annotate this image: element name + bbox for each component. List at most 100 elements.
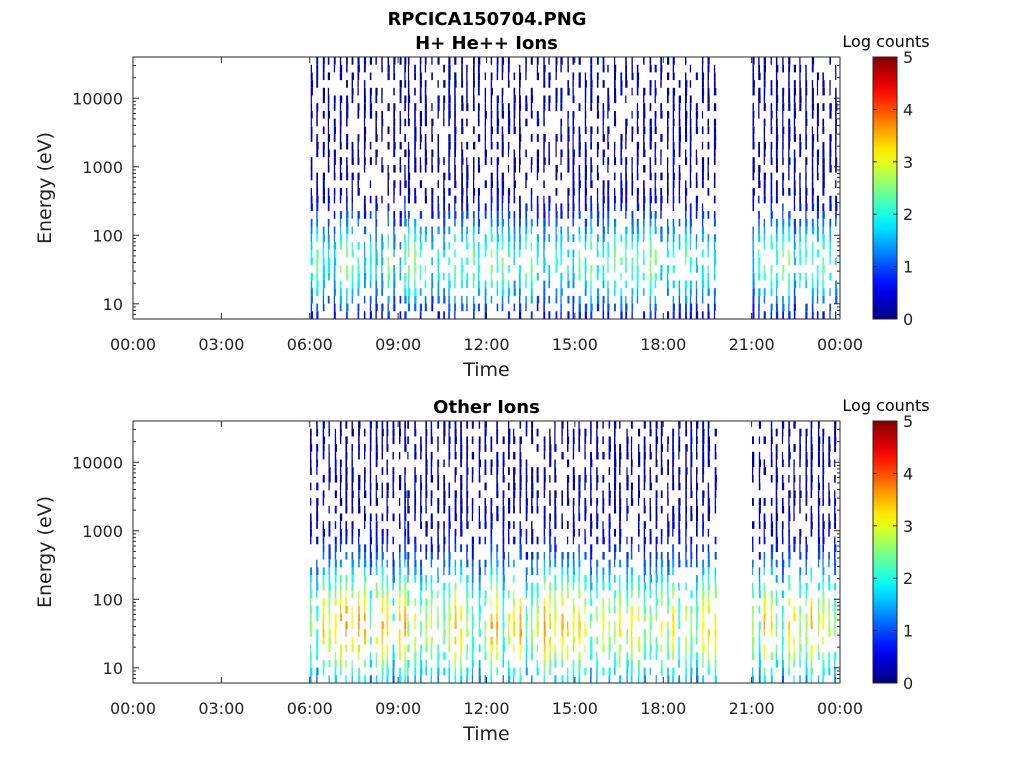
spectrogram-cell [654, 172, 657, 181]
spectrogram-cell [381, 559, 383, 568]
spectrogram-cell [631, 257, 634, 266]
spectrogram-cell [758, 103, 760, 111]
spectrogram-cell [310, 87, 313, 96]
spectrogram-cell [513, 590, 515, 599]
spectrogram-cell [822, 118, 825, 127]
spectrogram-cell [690, 505, 693, 514]
spectrogram-cell [414, 265, 417, 273]
spectrogram-cell [437, 644, 440, 653]
spectrogram-cell [584, 513, 587, 522]
spectrogram-cell [649, 288, 652, 296]
spectrogram-cell [554, 644, 556, 653]
spectrogram-cell [822, 257, 825, 266]
spectrogram-cell [454, 451, 457, 460]
spectrogram-cell [339, 280, 342, 289]
spectrogram-cell [793, 474, 796, 483]
spectrogram-cell [549, 636, 552, 645]
spectrogram-cell [758, 629, 761, 637]
spectrogram-cell [667, 249, 670, 258]
spectrogram-cell [793, 118, 796, 127]
spectrogram-cell [357, 72, 360, 81]
spectrogram-cell [630, 421, 633, 429]
spectrogram-cell [608, 482, 610, 491]
spectrogram-cell [770, 605, 773, 614]
spectrogram-cell [334, 582, 337, 591]
spectrogram-cell [841, 188, 842, 196]
spectrogram-cell [386, 644, 389, 653]
spectrogram-cell [770, 57, 772, 65]
spectrogram-cell [752, 459, 755, 468]
spectrogram-cell [643, 629, 646, 637]
spectrogram-cell [630, 451, 633, 460]
spectrogram-cell [840, 521, 841, 529]
spectrogram-cell [578, 474, 581, 483]
spectrogram-cell [536, 134, 539, 142]
spectrogram-cell [496, 567, 498, 576]
spectrogram-cell [638, 613, 640, 622]
spectrogram-cell [841, 142, 843, 150]
spectrogram-cell [678, 241, 681, 250]
spectrogram-cell [707, 667, 710, 676]
spectrogram-cell [310, 436, 312, 445]
spectrogram-cell [507, 280, 510, 289]
spectrogram-cell [578, 272, 581, 281]
spectrogram-cell [454, 203, 456, 212]
spectrogram-cell [822, 126, 825, 135]
spectrogram-cell [525, 498, 528, 506]
spectrogram-cell [513, 280, 516, 289]
spectrogram-cell [770, 590, 773, 599]
spectrogram-cell [508, 482, 510, 491]
spectrogram-cell [614, 459, 617, 468]
spectrogram-cell [578, 505, 580, 514]
spectrogram-cell [567, 87, 570, 96]
spectrogram-cell [513, 521, 515, 529]
spectrogram-cell [770, 552, 774, 560]
spectrogram-cell [602, 644, 605, 653]
spectrogram-cell [513, 95, 516, 104]
spectrogram-cell [626, 636, 628, 645]
spectrogram-cell [672, 582, 675, 591]
spectrogram-cell [364, 567, 366, 576]
spectrogram-cell [596, 652, 598, 660]
spectrogram-cell [496, 482, 499, 491]
spectrogram-cell [346, 311, 348, 319]
spectrogram-cell [649, 80, 652, 88]
spectrogram-cell [788, 211, 791, 219]
spectrogram-cell [840, 567, 842, 575]
spectrogram-cell [430, 552, 433, 560]
spectrogram-cell [822, 311, 825, 319]
spectrogram-cell [602, 451, 605, 460]
spectrogram-cell [484, 536, 486, 545]
spectrogram-cell [333, 188, 336, 196]
spectrogram-cell [707, 241, 709, 250]
spectrogram-cell [490, 180, 493, 188]
spectrogram-cell [519, 203, 521, 212]
spectrogram-cell [364, 428, 366, 437]
spectrogram-cell [424, 118, 427, 127]
spectrogram-cell [572, 467, 575, 475]
spectrogram-cell [530, 157, 533, 165]
spectrogram-cell [519, 295, 521, 304]
spectrogram-cell [636, 272, 639, 281]
spectrogram-cell [548, 103, 551, 111]
spectrogram-cell [608, 528, 611, 537]
spectrogram-cell [596, 467, 598, 475]
spectrogram-cell [696, 659, 699, 668]
spectrogram-cell [437, 544, 440, 552]
spectrogram-cell [443, 195, 446, 204]
spectrogram-cell [381, 513, 384, 522]
spectrogram-cell [584, 667, 587, 676]
spectrogram-cell [543, 218, 546, 227]
spectrogram-cell [407, 295, 410, 304]
spectrogram-cell [707, 559, 710, 568]
spectrogram-cell [554, 659, 557, 668]
spectrogram-cell [672, 621, 675, 630]
spectrogram-cell [414, 482, 416, 491]
spectrogram-cell [334, 667, 337, 676]
spectrogram-cell [387, 72, 390, 81]
spectrogram-cell [369, 180, 372, 188]
spectrogram-cell [454, 172, 456, 181]
spectrogram-cell [841, 281, 843, 289]
spectrogram-cell [752, 64, 754, 73]
spectrogram-cell [508, 659, 510, 668]
